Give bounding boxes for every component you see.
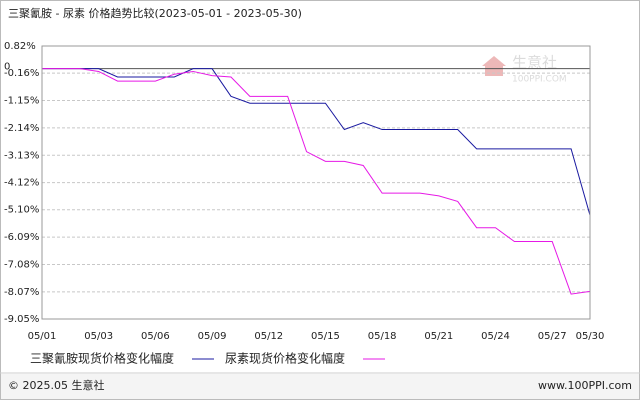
watermark: 生意社 100PPI.COM [482, 54, 567, 85]
watermark-name: 生意社 [512, 54, 557, 72]
y-tick-label: -8.07% [4, 287, 39, 298]
legend-label: 三聚氰胺现货价格变化幅度 [30, 351, 174, 366]
y-tick-label: -4.12% [4, 178, 39, 189]
y-tick-label: -7.08% [4, 260, 39, 271]
footer-bg [1, 374, 639, 399]
footer-url: www.100PPI.com [538, 379, 632, 392]
x-tick-label: 05/09 [198, 331, 227, 342]
x-tick-label: 05/24 [481, 331, 510, 342]
x-tick-label: 05/06 [141, 331, 170, 342]
x-tick-label: 05/12 [254, 331, 283, 342]
series-line [42, 68, 591, 216]
x-tick-label: 05/03 [84, 331, 113, 342]
y-tick-label: -3.13% [4, 150, 39, 161]
y-tick-label: -0.16% [4, 68, 39, 79]
y-tick-label: -2.14% [4, 123, 39, 134]
series-line [42, 68, 591, 295]
legend-label: 尿素现货价格变化幅度 [225, 351, 345, 366]
x-tick-label: 05/18 [368, 331, 397, 342]
zero-label: 0 [4, 62, 10, 73]
x-tick-label: 05/21 [424, 331, 453, 342]
y-tick-label: -1.15% [4, 95, 39, 106]
y-tick-label: -6.09% [4, 232, 39, 243]
x-tick-label: 05/15 [311, 331, 340, 342]
watermark-logo [482, 56, 506, 76]
y-tick-label: 0.82% [4, 41, 36, 52]
y-tick-label: -9.05% [4, 314, 39, 325]
x-tick-label: 05/30 [576, 331, 605, 342]
x-tick-label: 05/01 [28, 331, 57, 342]
y-tick-label: -5.10% [4, 205, 39, 216]
plot-border [41, 45, 591, 320]
footer-copyright: © 2025.05 生意社 [8, 378, 104, 392]
x-tick-label: 05/27 [538, 331, 567, 342]
watermark-site: 100PPI.COM [512, 75, 567, 85]
chart-title: 三聚氰胺 - 尿素 价格趋势比较(2023-05-01 - 2023-05-30… [8, 6, 302, 20]
